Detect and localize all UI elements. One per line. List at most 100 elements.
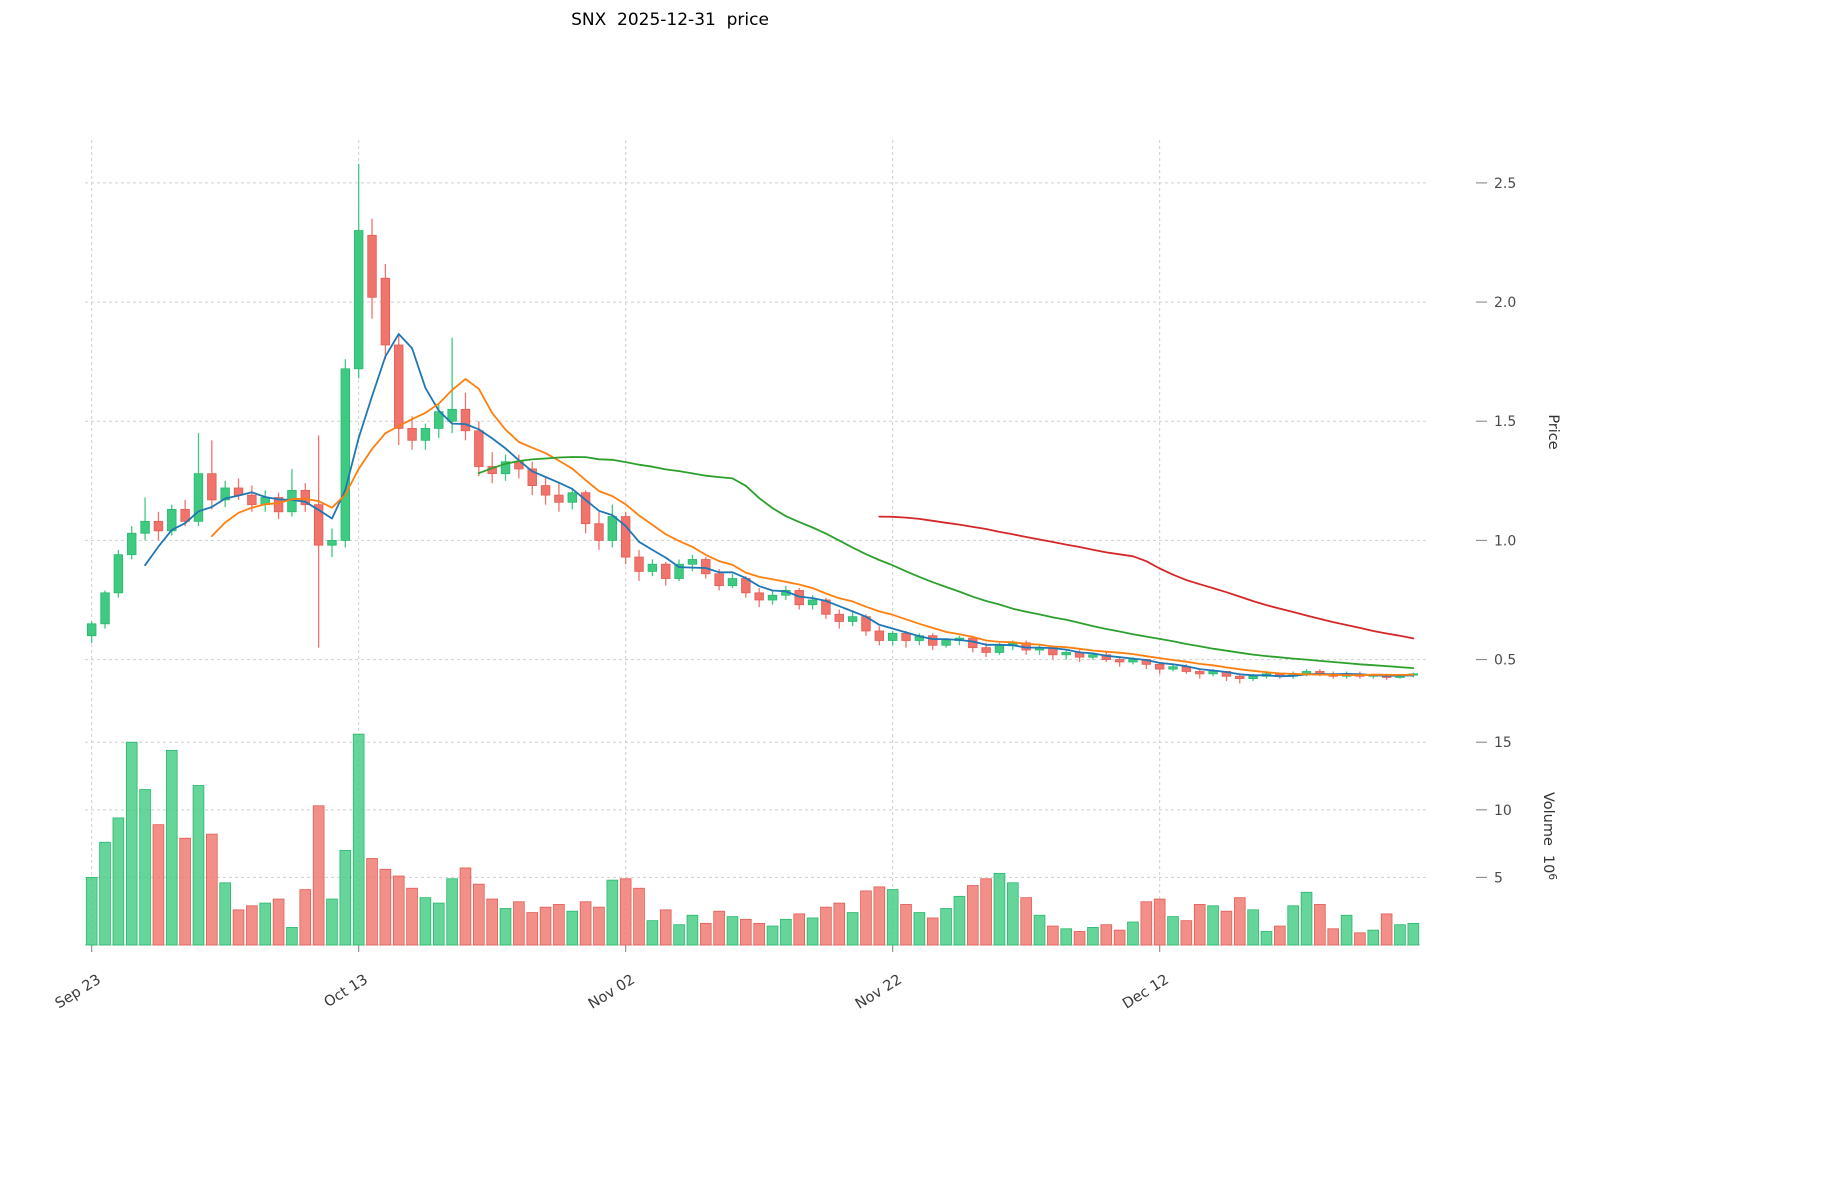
volume-bar <box>1354 932 1366 946</box>
candle-body <box>714 573 724 587</box>
ma-10-line <box>210 378 1415 676</box>
volume-bar <box>1287 905 1299 946</box>
price-panel <box>86 163 1419 684</box>
candle-body <box>340 368 351 541</box>
candle-body <box>594 523 604 541</box>
candle-body <box>140 520 150 534</box>
volume-bar <box>259 902 272 946</box>
candle-body <box>661 563 671 579</box>
volume-bar <box>646 920 659 946</box>
candle-body <box>847 616 858 622</box>
volume-bar <box>699 922 712 946</box>
candle-body <box>821 599 831 615</box>
volume-bar <box>900 904 912 946</box>
candle-body <box>727 578 738 587</box>
volume-bar <box>1327 928 1340 946</box>
volume-bar <box>766 925 779 946</box>
volume-bar <box>219 882 231 946</box>
date-tick-label: Sep 23 <box>53 972 104 1012</box>
price-tick-label: 1.5 <box>1494 414 1516 430</box>
volume-bar <box>1274 925 1286 946</box>
volume-bar <box>1167 916 1179 946</box>
volume-bar <box>806 917 819 946</box>
volume-bar <box>673 924 685 946</box>
volume-bar <box>312 805 325 946</box>
candle-body <box>327 540 337 546</box>
price-axis-label: Price <box>1545 414 1561 449</box>
volume-bar <box>1367 929 1380 946</box>
candle-body <box>474 430 484 467</box>
volume-bar <box>1087 927 1099 946</box>
ma-30-line <box>477 456 1415 669</box>
price-tick-label: 2.0 <box>1494 295 1516 311</box>
volume-bar <box>1300 891 1313 946</box>
candle-body <box>207 473 217 501</box>
date-tick-label: Dec 12 <box>1120 972 1172 1013</box>
volume-bar <box>513 901 525 946</box>
volume-bar <box>713 910 725 946</box>
candle-body <box>620 516 631 558</box>
candle-body <box>273 497 284 513</box>
candle-body <box>527 468 537 486</box>
candle-body <box>1248 675 1258 680</box>
volume-bar <box>846 912 859 946</box>
volume-bar <box>860 890 872 946</box>
candle-body <box>300 489 310 506</box>
price-tick-label: 0.5 <box>1494 653 1516 669</box>
volume-bar <box>352 733 365 946</box>
volume-bar <box>953 895 966 946</box>
volume-bar <box>152 824 165 946</box>
volume-bar <box>1260 931 1273 946</box>
volume-bar <box>1060 928 1073 946</box>
candle-body <box>447 408 457 422</box>
volume-bar <box>1047 925 1059 946</box>
volume-bar <box>139 789 151 946</box>
candle-body <box>1208 671 1218 675</box>
candle-body <box>1128 659 1138 663</box>
candle-body <box>580 492 591 525</box>
volume-bar <box>112 817 125 946</box>
candle-body <box>607 516 618 541</box>
volume-bar <box>366 858 378 946</box>
volume-bar <box>446 878 458 946</box>
volume-bar <box>926 917 939 946</box>
volume-bar <box>473 883 485 946</box>
volume-bar <box>85 877 98 946</box>
ma-60-line <box>878 515 1415 640</box>
candle-body <box>928 635 938 646</box>
volume-bar <box>726 916 739 946</box>
candle-body <box>193 473 204 522</box>
volume-bar <box>833 902 846 946</box>
candle-body <box>540 485 551 496</box>
candle-body <box>807 599 818 606</box>
volume-bar <box>993 872 1006 946</box>
volume-bar <box>1407 922 1420 946</box>
candle-body <box>1088 654 1098 658</box>
ma-5-line <box>144 333 1415 678</box>
candle-body <box>754 592 764 601</box>
volume-bar <box>1394 924 1406 946</box>
volume-bar <box>1140 901 1153 946</box>
candle-body <box>86 623 97 637</box>
volume-bar <box>539 906 552 946</box>
volume-bar <box>179 837 191 946</box>
candle-body <box>380 277 391 346</box>
candle-body <box>901 632 911 641</box>
candle-body <box>220 487 230 501</box>
candle-body <box>674 563 684 579</box>
volume-bar <box>940 908 952 946</box>
volume-bar <box>459 867 472 946</box>
candle-body <box>647 563 658 572</box>
volume-bar <box>553 904 565 946</box>
volume-bar <box>1247 909 1259 946</box>
volume-bar <box>232 909 245 946</box>
candle-body <box>420 427 431 441</box>
volume-bar <box>99 841 111 946</box>
volume-bar <box>419 897 432 946</box>
volume-bar <box>913 912 926 946</box>
volume-bar <box>1193 904 1206 946</box>
candle-body <box>113 554 124 594</box>
candle-body <box>367 234 377 298</box>
volume-bar <box>966 885 979 946</box>
